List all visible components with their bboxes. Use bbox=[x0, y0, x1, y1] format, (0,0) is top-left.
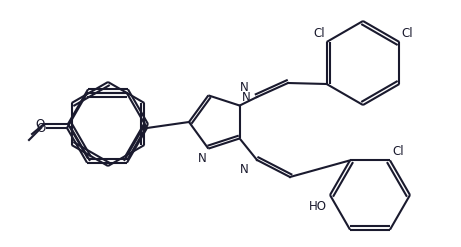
Text: O: O bbox=[37, 122, 46, 135]
Text: Cl: Cl bbox=[313, 27, 325, 40]
Text: N: N bbox=[240, 163, 249, 176]
Text: Cl: Cl bbox=[402, 27, 413, 40]
Text: N: N bbox=[240, 81, 249, 94]
Text: N: N bbox=[198, 152, 207, 165]
Text: Cl: Cl bbox=[392, 145, 404, 158]
Text: N: N bbox=[242, 91, 250, 103]
Text: O: O bbox=[36, 118, 45, 130]
Text: HO: HO bbox=[309, 200, 327, 213]
